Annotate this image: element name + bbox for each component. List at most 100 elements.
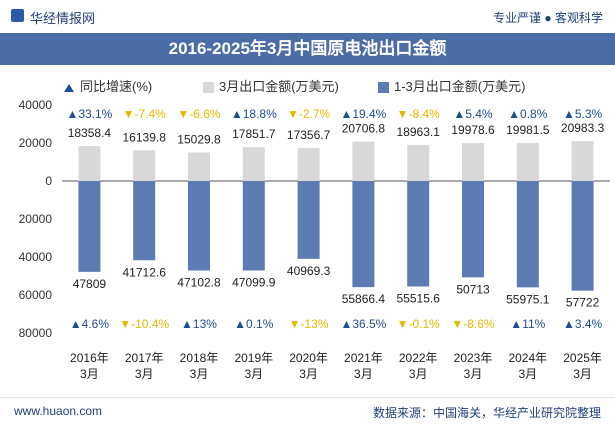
x-tick-label-year: 2022年 <box>399 351 438 365</box>
bar-cumulative <box>242 181 265 271</box>
growth-label-cumulative: ▼-0.1% <box>397 317 441 331</box>
y-tick-label: 40000 <box>19 98 53 112</box>
bar-monthly <box>133 150 156 181</box>
x-tick-label-month: 3月 <box>190 367 209 381</box>
bar-monthly <box>462 143 484 181</box>
growth-label-monthly: ▲18.8% <box>231 107 277 121</box>
x-tick-label-month: 3月 <box>354 367 373 381</box>
chart-title: 2016-2025年3月中国原电池出口金额 <box>0 33 615 65</box>
legend-swatch-cumulative <box>378 82 389 94</box>
data-label-cumulative: 50713 <box>456 282 490 296</box>
data-label-cumulative: 41712.6 <box>123 265 167 279</box>
footer-website[interactable]: www.huaon.com <box>14 404 103 418</box>
data-label-monthly: 17356.7 <box>287 128 331 142</box>
tagline: 专业严谨 ● 客观科学 <box>493 11 603 25</box>
logo-icon <box>11 9 24 22</box>
bar-monthly <box>352 141 375 181</box>
y-tick-label: 80000 <box>19 326 53 340</box>
bar-cumulative <box>407 181 430 287</box>
data-label-monthly: 17851.7 <box>232 127 276 141</box>
data-label-monthly: 19978.6 <box>451 123 495 137</box>
brand-name: 华经情报网 <box>30 11 96 26</box>
y-tick-label: 20000 <box>19 212 53 226</box>
data-label-cumulative: 55975.1 <box>506 292 550 306</box>
legend-monthly: 3月出口金额(万美元) <box>203 76 339 95</box>
data-label-cumulative: 47809 <box>73 277 107 291</box>
x-tick-label-year: 2023年 <box>454 351 493 365</box>
bar-cumulative <box>352 181 375 288</box>
data-label-cumulative: 55515.6 <box>397 291 441 305</box>
x-tick-label-year: 2021年 <box>344 351 383 365</box>
bar-monthly <box>78 146 101 181</box>
legend-cumulative: 1-3月出口金额(万美元) <box>378 76 525 95</box>
growth-label-monthly: ▲33.1% <box>66 107 112 121</box>
legend-monthly-label: 3月出口金额(万美元) <box>219 79 339 94</box>
growth-label-cumulative: ▼-8.6% <box>451 317 495 331</box>
x-tick-label-year: 2016年 <box>70 351 109 365</box>
x-tick-label-year: 2024年 <box>508 351 547 365</box>
growth-label-cumulative: ▲36.5% <box>340 317 386 331</box>
x-tick-label-year: 2018年 <box>180 351 219 365</box>
x-tick-label-month: 3月 <box>80 367 99 381</box>
data-label-cumulative: 47102.8 <box>177 275 221 289</box>
x-tick-label-month: 3月 <box>299 367 318 381</box>
bar-monthly <box>571 141 594 181</box>
data-label-monthly: 15029.8 <box>177 132 221 146</box>
bar-cumulative <box>516 181 539 288</box>
legend-cumulative-label: 1-3月出口金额(万美元) <box>394 79 526 94</box>
x-tick-label-year: 2019年 <box>234 351 273 365</box>
growth-label-monthly: ▼-8.4% <box>397 107 441 121</box>
legend-growth: 同比增速(%) <box>64 76 152 95</box>
growth-label-cumulative: ▲0.1% <box>234 317 274 331</box>
x-tick-label-month: 3月 <box>409 367 428 381</box>
bar-cumulative <box>571 181 594 291</box>
legend-swatch-monthly <box>203 82 214 94</box>
bar-monthly <box>188 152 210 181</box>
growth-label-monthly: ▲5.4% <box>453 107 493 121</box>
y-tick-label: 40000 <box>19 250 53 264</box>
data-label-cumulative: 40969.3 <box>287 264 331 278</box>
bar-cumulative <box>297 181 320 259</box>
bar-cumulative <box>78 181 101 272</box>
y-tick-label: 20000 <box>19 136 53 150</box>
growth-label-monthly: ▲0.8% <box>508 107 548 121</box>
growth-label-cumulative: ▲11% <box>510 317 545 331</box>
x-tick-label-month: 3月 <box>464 367 483 381</box>
y-tick-label: 0 <box>45 174 52 188</box>
x-tick-label-month: 3月 <box>135 367 154 381</box>
bar-monthly <box>516 143 539 181</box>
growth-label-cumulative: ▲3.4% <box>563 317 603 331</box>
x-tick-label-year: 2020年 <box>289 351 328 365</box>
x-tick-label-month: 3月 <box>244 367 263 381</box>
bar-cumulative <box>188 181 210 271</box>
growth-label-monthly: ▼-2.7% <box>287 107 331 121</box>
data-label-cumulative: 55866.4 <box>342 292 386 306</box>
bar-cumulative <box>133 181 156 261</box>
bar-cumulative <box>462 181 484 278</box>
growth-label-monthly: ▲5.3% <box>563 107 603 121</box>
y-tick-label: 60000 <box>19 288 53 302</box>
growth-label-cumulative: ▼-13% <box>289 317 329 331</box>
growth-label-monthly: ▼-7.4% <box>123 107 167 121</box>
footer-divider <box>0 397 615 398</box>
legend-growth-label: 同比增速(%) <box>80 79 153 94</box>
growth-label-cumulative: ▼-10.4% <box>119 317 169 331</box>
data-label-cumulative: 47099.9 <box>232 275 276 289</box>
data-label-monthly: 19981.5 <box>506 123 550 137</box>
bar-monthly <box>407 144 430 181</box>
data-label-monthly: 20983.3 <box>561 121 605 135</box>
growth-label-monthly: ▼-6.6% <box>177 107 221 121</box>
data-label-monthly: 20706.8 <box>342 122 386 136</box>
data-label-monthly: 18358.4 <box>68 126 112 140</box>
growth-label-cumulative: ▲13% <box>181 317 217 331</box>
bar-monthly <box>242 147 265 181</box>
growth-label-cumulative: ▲4.6% <box>70 317 110 331</box>
data-label-monthly: 16139.8 <box>123 130 167 144</box>
data-label-cumulative: 57722 <box>566 296 600 310</box>
x-tick-label-year: 2017年 <box>125 351 164 365</box>
footer-source: 数据来源：中国海关，华经产业研究院整理 <box>372 406 601 420</box>
bar-monthly <box>297 148 320 181</box>
x-tick-label-year: 2025年 <box>563 351 602 365</box>
